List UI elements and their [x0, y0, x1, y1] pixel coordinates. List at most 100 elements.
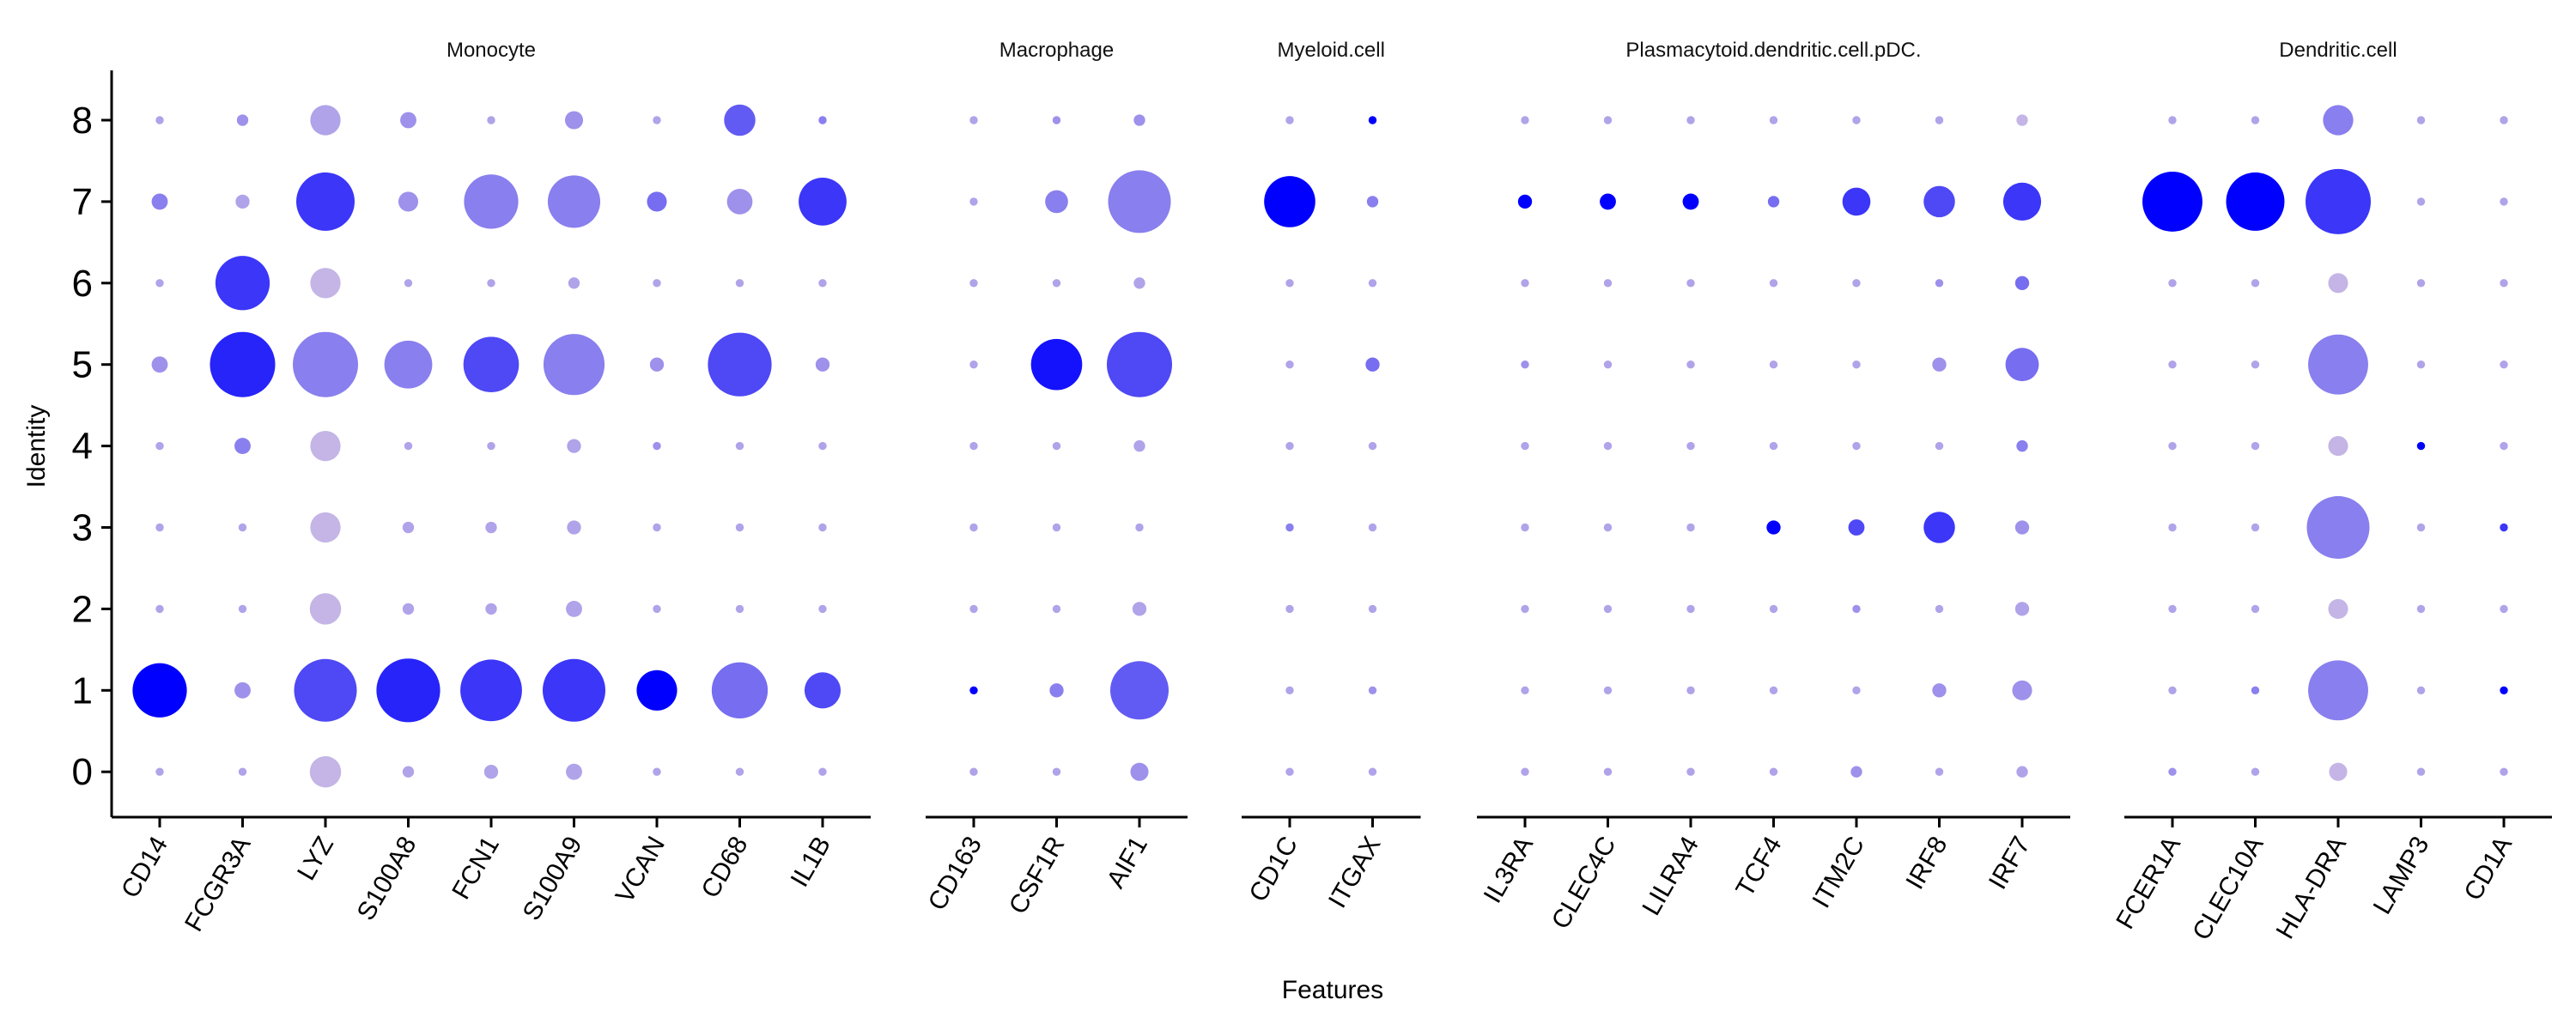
dot: [2168, 767, 2177, 776]
dot: [969, 686, 978, 695]
dot: [1130, 762, 1149, 781]
dot: [2168, 116, 2177, 124]
dot: [402, 521, 415, 534]
dot: [400, 112, 416, 129]
dot: [2416, 279, 2426, 288]
dot: [567, 439, 581, 453]
dot: [1852, 116, 1861, 124]
dot: [799, 178, 847, 226]
dot: [2251, 441, 2260, 451]
dot: [2168, 523, 2177, 532]
group-title: Plasmacytoid.dendritic.cell.pDC.: [1625, 39, 1921, 62]
dot: [487, 116, 495, 124]
dot: [1365, 357, 1380, 372]
dot: [2329, 762, 2348, 781]
dot: [735, 441, 744, 451]
dot: [1133, 277, 1145, 289]
dot: [2251, 116, 2260, 124]
dot: [485, 521, 497, 534]
dot: [310, 105, 341, 136]
x-tick-label: CLEC4C: [1546, 832, 1622, 934]
x-tick-label: IRF8: [1900, 832, 1953, 894]
dot: [1686, 686, 1695, 695]
dot: [2308, 660, 2368, 721]
dot: [653, 116, 661, 124]
dot: [1285, 523, 1294, 532]
dot: [1521, 686, 1529, 695]
dot: [1110, 661, 1169, 720]
dot: [735, 523, 744, 532]
x-axes: CD14 FCGR3A LYZ S100A8 FCN1 S100A9 VCAN CD68 IL1…: [112, 815, 2552, 945]
group-title: Macrophage: [999, 39, 1114, 62]
x-tick-label: ITM2C: [1807, 832, 1870, 912]
dot: [1932, 357, 1947, 372]
dot: [1052, 604, 1061, 614]
dot: [398, 191, 419, 212]
dot: [1603, 686, 1613, 695]
dot: [1108, 170, 1171, 233]
group-titles: Monocyte Macrophage Myeloid.cell Plasmacyto…: [447, 39, 2397, 62]
dot: [1935, 116, 1944, 124]
dot: [464, 174, 519, 229]
x-tick-label: LILRA4: [1637, 832, 1704, 920]
dot: [566, 600, 582, 617]
dot: [735, 279, 744, 288]
dot: [1935, 767, 1944, 776]
dot: [2251, 604, 2260, 614]
dot: [1285, 279, 1294, 288]
dot: [653, 767, 661, 776]
dot: [2168, 604, 2177, 614]
x-tick-label: CD68: [696, 832, 754, 903]
dot: [1603, 441, 1613, 451]
dot: [724, 104, 756, 136]
dot: [296, 172, 355, 231]
dot: [1052, 523, 1061, 532]
dot: [969, 523, 978, 532]
dot: [2416, 116, 2426, 124]
dot: [636, 670, 677, 711]
dot: [2251, 360, 2260, 369]
dot: [1521, 441, 1529, 451]
dot: [1052, 767, 1061, 776]
dot: [155, 604, 164, 614]
dot: [155, 767, 164, 776]
dot: [2251, 279, 2260, 288]
dot: [2226, 172, 2285, 231]
dot: [1052, 279, 1061, 288]
x-tick-label: AIF1: [1102, 832, 1153, 893]
x-tick-label: CSF1R: [1004, 832, 1071, 919]
y-tick-label: 5: [72, 344, 93, 386]
dot: [1603, 523, 1613, 532]
dot: [2416, 523, 2426, 532]
dot: [2168, 686, 2177, 695]
y-tick-label: 7: [72, 181, 93, 223]
dot: [2500, 523, 2508, 532]
dot: [1923, 185, 1955, 218]
dot: [485, 603, 497, 615]
dot: [1769, 767, 1778, 776]
dot: [1133, 439, 1145, 452]
dot: [1368, 767, 1377, 776]
dot: [1045, 190, 1068, 214]
x-tick-label: FCGR3A: [179, 832, 256, 936]
dot: [647, 191, 667, 212]
group-title: Monocyte: [447, 39, 536, 62]
dot: [1603, 116, 1613, 124]
dot: [818, 279, 827, 288]
dot: [818, 116, 827, 124]
dot: [1517, 194, 1533, 209]
dot: [310, 512, 341, 543]
dot: [2014, 276, 2030, 290]
dot: [1285, 441, 1294, 451]
dot: [2251, 523, 2260, 532]
dot: [234, 682, 251, 699]
dot: [463, 336, 519, 393]
dot: [1603, 360, 1613, 369]
dot: [1923, 512, 1955, 543]
dot: [402, 766, 415, 778]
dot: [2168, 279, 2177, 288]
dot: [1285, 686, 1294, 695]
dot: [309, 593, 342, 625]
dot: [1052, 441, 1061, 451]
dot: [567, 520, 581, 535]
